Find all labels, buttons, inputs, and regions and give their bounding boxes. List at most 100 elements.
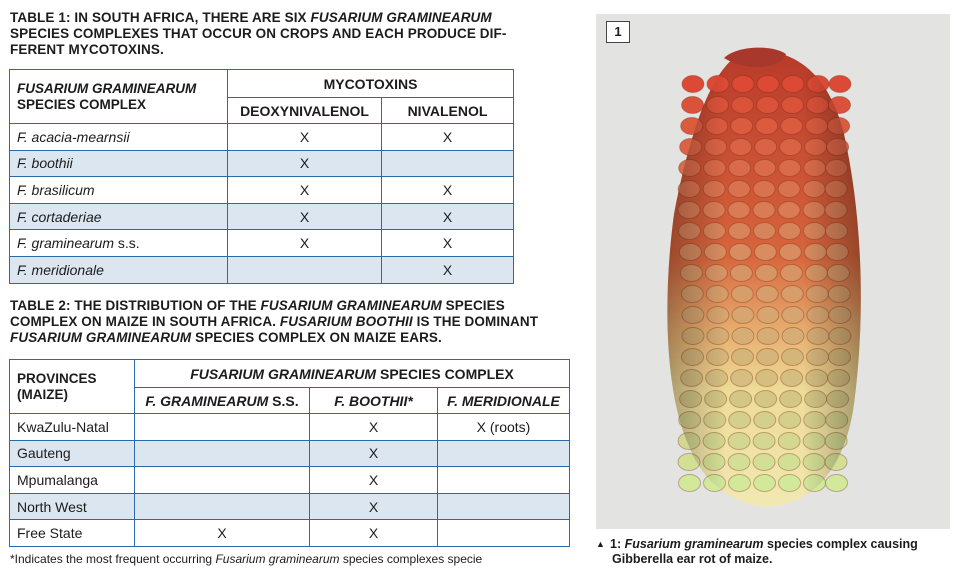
species-cell: F. boothii bbox=[9, 149, 228, 178]
maize-ear-photo bbox=[596, 14, 950, 529]
table-row: North West X bbox=[9, 492, 570, 521]
province-cell: KwaZulu-Natal bbox=[9, 413, 135, 441]
kernel bbox=[825, 474, 849, 492]
nivalenol-cell: X bbox=[381, 229, 514, 257]
table2-title-part: FUSARIUM GRAMINEARUM bbox=[260, 298, 442, 313]
deoxynivalenol-cell: X bbox=[227, 229, 382, 257]
table-row: F. brasilicum X X bbox=[9, 176, 514, 204]
table-row: F. boothii X bbox=[9, 149, 514, 178]
nivalenol-cell: X bbox=[381, 255, 514, 284]
table2-title-part: COMPLEX ON MAIZE IN SOUTH AFRICA. bbox=[10, 314, 280, 329]
meridionale-cell bbox=[437, 519, 570, 547]
table-row: F. acacia-mearnsii X X bbox=[9, 123, 514, 151]
species-cell: F. meridionale bbox=[9, 255, 228, 284]
table-row: F. graminearum s.s. X X bbox=[9, 229, 514, 257]
footnote-text-end: species complexes specie bbox=[339, 552, 483, 566]
table-row: Gauteng X bbox=[9, 439, 570, 468]
graminearum-cell bbox=[134, 413, 310, 441]
table1-title-text: TABLE 1: IN SOUTH AFRICA, THERE ARE SIX bbox=[10, 10, 311, 25]
table-row: Free State X X bbox=[9, 519, 570, 547]
province-cell: Free State bbox=[9, 519, 135, 547]
nivalenol-header: NIVALENOL bbox=[381, 97, 514, 124]
graminearum-cell bbox=[134, 466, 310, 494]
deoxynivalenol-cell: X bbox=[227, 202, 382, 231]
group-header-rest: SPECIES COMPLEX bbox=[376, 365, 514, 382]
table2-title-part: TABLE 2: THE DISTRIBUTION OF THE bbox=[10, 298, 261, 313]
kernel bbox=[678, 474, 702, 492]
figure-caption: ▲ 1: Fusarium graminearum species complex… bbox=[596, 537, 950, 567]
meridionale-cell bbox=[437, 439, 570, 468]
nivalenol-cell: X bbox=[381, 176, 514, 204]
table-row: F. cortaderiae X X bbox=[9, 202, 514, 231]
boothii-cell: X bbox=[309, 439, 438, 468]
graminearum-header-em: F. GRAMINEARUM bbox=[145, 392, 269, 409]
graminearum-cell: X bbox=[134, 519, 310, 547]
deoxynivalenol-cell: X bbox=[227, 149, 382, 178]
graminearum-cell bbox=[134, 439, 310, 468]
table2-title-part: IS THE DOMINANT bbox=[412, 314, 539, 329]
species-complex-header-rest: SPECIES COMPLEX bbox=[17, 96, 147, 112]
table-row: Mpumalanga X bbox=[9, 466, 570, 494]
table-row: F. meridionale X bbox=[9, 255, 514, 284]
footnote-species: Fusarium graminearum bbox=[215, 552, 340, 566]
meridionale-cell: X (roots) bbox=[437, 413, 570, 441]
table1-title-species: FUSARIUM GRAMINEARUM bbox=[310, 10, 492, 25]
maize-ear-illustration bbox=[667, 47, 861, 507]
boothii-header-em: F. BOOTHII* bbox=[334, 392, 413, 409]
boothii-cell: X bbox=[309, 413, 438, 441]
nivalenol-cell: X bbox=[381, 123, 514, 151]
graminearum-ss-header: F. GRAMINEARUM S.S. bbox=[134, 387, 310, 414]
mycotoxins-table: FUSARIUM GRAMINEARUM SPECIES COMPLEX MYC… bbox=[9, 69, 514, 284]
figure-number-badge: 1 bbox=[606, 21, 630, 43]
species-complex-header-em: FUSARIUM GRAMINEARUM bbox=[17, 80, 197, 96]
deoxynivalenol-cell bbox=[227, 255, 382, 284]
kernel bbox=[828, 75, 852, 93]
meridionale-header: F. MERIDIONALE bbox=[437, 387, 570, 414]
deoxynivalenol-cell: X bbox=[227, 123, 382, 151]
caption-species: Fusarium graminearum bbox=[624, 537, 764, 551]
meridionale-header-em: F. MERIDIONALE bbox=[447, 392, 560, 409]
caption-arrow-icon: ▲ bbox=[596, 539, 605, 549]
deoxynivalenol-cell: X bbox=[227, 176, 382, 204]
province-cell: Gauteng bbox=[9, 439, 135, 468]
province-cell: North West bbox=[9, 492, 135, 521]
meridionale-cell bbox=[437, 466, 570, 494]
table2-title-part: SPECIES bbox=[441, 298, 505, 313]
footnote-text: *Indicates the most frequent occurring bbox=[10, 552, 216, 566]
graminearum-cell bbox=[134, 492, 310, 521]
species-complex-header: FUSARIUM GRAMINEARUM SPECIES COMPLEX bbox=[9, 69, 228, 124]
table2-title-part: FUSARIUM BOOTHII bbox=[279, 314, 413, 329]
graminearum-header-rest: S.S. bbox=[268, 392, 299, 409]
kernel bbox=[681, 96, 705, 114]
footnote: *Indicates the most frequent occurring F… bbox=[10, 552, 482, 566]
mycotoxins-header: MYCOTOXINS bbox=[227, 69, 514, 98]
caption-line2: Gibberella ear rot of maize. bbox=[612, 552, 773, 566]
boothii-cell: X bbox=[309, 519, 438, 547]
provinces-header-line1: PROVINCES bbox=[17, 370, 97, 386]
meridionale-cell bbox=[437, 492, 570, 521]
species-cell: F. cortaderiae bbox=[9, 202, 228, 231]
boothii-cell: X bbox=[309, 492, 438, 521]
table1-title-rest: SPECIES COMPLEXES THAT OCCUR ON CROPS AN… bbox=[10, 26, 507, 57]
nivalenol-cell bbox=[381, 149, 514, 178]
deoxynivalenol-header: DEOXYNIVALENOL bbox=[227, 97, 382, 124]
species-cell: F. brasilicum bbox=[9, 176, 228, 204]
species-cell: F. graminearum s.s. bbox=[9, 229, 228, 257]
table2-title-part: FUSARIUM GRAMINEARUM bbox=[10, 330, 192, 345]
province-cell: Mpumalanga bbox=[9, 466, 135, 494]
table1-title: TABLE 1: IN SOUTH AFRICA, THERE ARE SIX … bbox=[10, 10, 510, 58]
species-complex-group-header: FUSARIUM GRAMINEARUM SPECIES COMPLEX bbox=[134, 359, 570, 388]
caption-text: species complex causing bbox=[763, 537, 918, 551]
table2-title: TABLE 2: THE DISTRIBUTION OF THE FUSARIU… bbox=[10, 298, 570, 346]
nivalenol-cell: X bbox=[381, 202, 514, 231]
distribution-table: PROVINCES (MAIZE) FUSARIUM GRAMINEARUM S… bbox=[9, 359, 570, 547]
species-cell: F. acacia-mearnsii bbox=[9, 123, 228, 151]
table2-title-part: SPECIES COMPLEX ON MAIZE EARS. bbox=[191, 330, 442, 345]
kernel bbox=[681, 75, 705, 93]
caption-prefix: 1: bbox=[610, 537, 625, 551]
provinces-header: PROVINCES (MAIZE) bbox=[9, 359, 135, 414]
table-row: KwaZulu-Natal X X (roots) bbox=[9, 413, 570, 441]
group-header-em: FUSARIUM GRAMINEARUM bbox=[190, 365, 377, 382]
boothii-cell: X bbox=[309, 466, 438, 494]
boothii-header: F. BOOTHII* bbox=[309, 387, 438, 414]
